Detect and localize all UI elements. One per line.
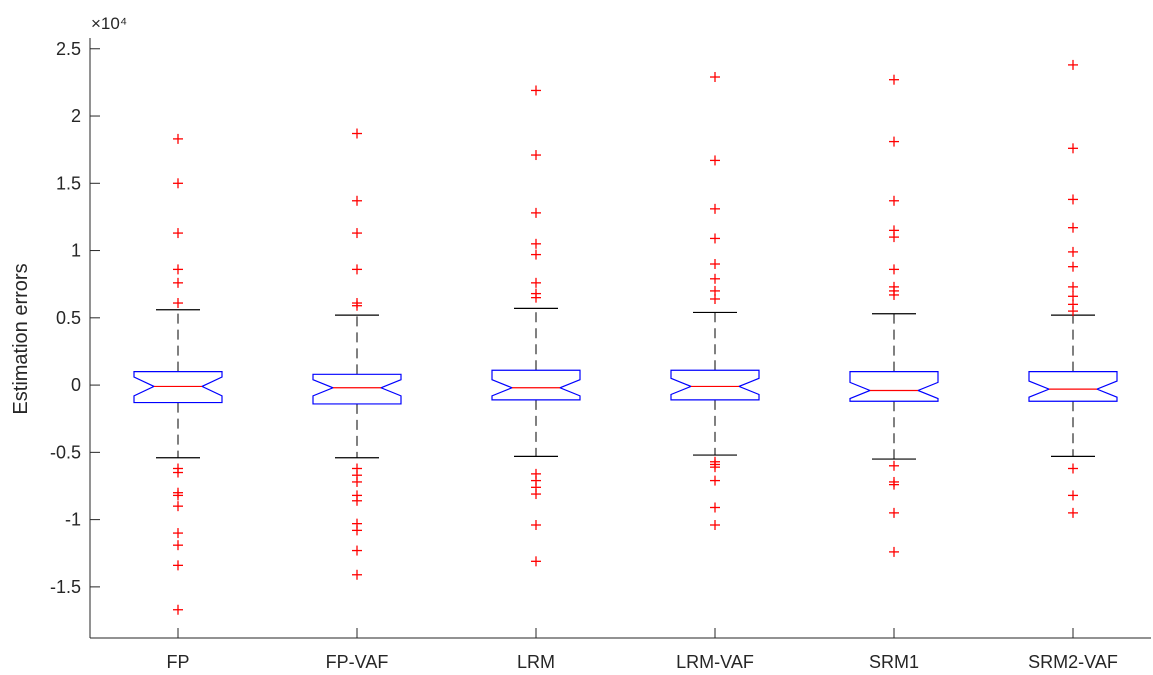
y-axis-title: Estimation errors: [10, 263, 32, 414]
box-group-fp-vaf: [312, 128, 402, 580]
outlier-marker: [173, 178, 183, 189]
outlier-marker: [710, 502, 720, 513]
outlier-marker: [173, 133, 183, 144]
outlier-marker: [352, 476, 362, 487]
x-tick-label: LRM: [517, 652, 555, 672]
outlier-marker: [889, 479, 899, 490]
y-tick-label: -1: [65, 510, 81, 530]
outlier-marker: [710, 519, 720, 530]
outlier-marker: [889, 546, 899, 557]
outlier-marker: [889, 460, 899, 471]
outlier-marker: [889, 195, 899, 206]
notched-box: [312, 373, 402, 405]
outlier-marker: [173, 560, 183, 571]
outlier-marker: [352, 264, 362, 275]
outlier-marker: [889, 507, 899, 518]
y-tick-label: 2.5: [56, 39, 81, 59]
outlier-marker: [1068, 143, 1078, 154]
x-tick-label: SRM1: [869, 652, 919, 672]
outlier-marker: [173, 298, 183, 309]
x-tick-label: FP-VAF: [326, 652, 389, 672]
outlier-marker: [173, 501, 183, 512]
outlier-marker: [531, 556, 541, 567]
outlier-marker: [1068, 306, 1078, 317]
outlier-marker: [710, 462, 720, 473]
outlier-marker: [1068, 194, 1078, 205]
outlier-marker: [352, 128, 362, 139]
outlier-marker: [1068, 59, 1078, 70]
y-tick-label: -1.5: [50, 577, 81, 597]
outlier-marker: [531, 519, 541, 530]
outlier-marker: [531, 238, 541, 249]
x-tick-label: LRM-VAF: [676, 652, 754, 672]
box-group-srm2-vaf: [1028, 59, 1118, 518]
y-tick-label: 1.5: [56, 173, 81, 193]
outlier-marker: [710, 475, 720, 486]
outlier-marker: [352, 300, 362, 311]
box-group-fp: [133, 133, 223, 615]
outlier-marker: [1068, 222, 1078, 233]
outlier-marker: [1068, 261, 1078, 272]
outlier-marker: [531, 249, 541, 260]
x-tick-label: FP: [166, 652, 189, 672]
notched-box: [670, 369, 760, 401]
notched-box: [133, 371, 223, 404]
outlier-marker: [173, 264, 183, 275]
outlier-marker: [173, 490, 183, 501]
outlier-marker: [531, 207, 541, 218]
outlier-marker: [531, 85, 541, 96]
outlier-marker: [1068, 463, 1078, 474]
outlier-marker: [173, 528, 183, 539]
outlier-marker: [173, 467, 183, 478]
outlier-marker: [531, 489, 541, 500]
outlier-marker: [352, 545, 362, 556]
outlier-marker: [889, 74, 899, 85]
outlier-marker: [173, 277, 183, 288]
y-tick-label: 2: [71, 106, 81, 126]
outlier-marker: [1068, 281, 1078, 292]
outlier-marker: [352, 195, 362, 206]
y-tick-label: 0.5: [56, 308, 81, 328]
outlier-marker: [889, 232, 899, 243]
box-group-lrm: [491, 85, 581, 567]
y-axis-exponent-label: ×10⁴: [91, 14, 127, 33]
y-tick-label: -0.5: [50, 442, 81, 462]
outlier-marker: [352, 569, 362, 580]
axes: -1.5 -1 -0.5 0 0.5 1 1.5 2 2.5 FP FP-VAF LRM LRM-VAF…: [50, 38, 1151, 672]
outlier-marker: [173, 540, 183, 551]
outlier-marker: [1068, 246, 1078, 257]
outlier-marker: [1068, 490, 1078, 501]
notched-box: [1028, 371, 1118, 402]
outlier-marker: [531, 277, 541, 288]
y-tick-label: 0: [71, 375, 81, 395]
outlier-marker: [173, 604, 183, 615]
outlier-marker: [710, 259, 720, 270]
outlier-marker: [531, 292, 541, 303]
outlier-marker: [710, 233, 720, 244]
x-tick-label: SRM2-VAF: [1028, 652, 1118, 672]
notched-box: [491, 369, 581, 401]
outlier-marker: [889, 289, 899, 300]
box-group-lrm-vaf: [670, 72, 760, 530]
notched-box: [849, 371, 939, 402]
box-group-srm1: [849, 74, 939, 557]
outlier-marker: [710, 203, 720, 214]
outlier-marker: [1068, 507, 1078, 518]
outlier-marker: [710, 155, 720, 166]
outlier-marker: [710, 273, 720, 284]
y-tick-label: 1: [71, 241, 81, 261]
outlier-marker: [173, 228, 183, 239]
outlier-marker: [352, 495, 362, 506]
outlier-marker: [710, 72, 720, 83]
outlier-marker: [352, 525, 362, 536]
plot-area: [133, 59, 1118, 615]
outlier-marker: [710, 293, 720, 304]
outlier-marker: [352, 228, 362, 239]
outlier-marker: [531, 150, 541, 161]
outlier-marker: [889, 264, 899, 275]
outlier-marker: [889, 136, 899, 147]
